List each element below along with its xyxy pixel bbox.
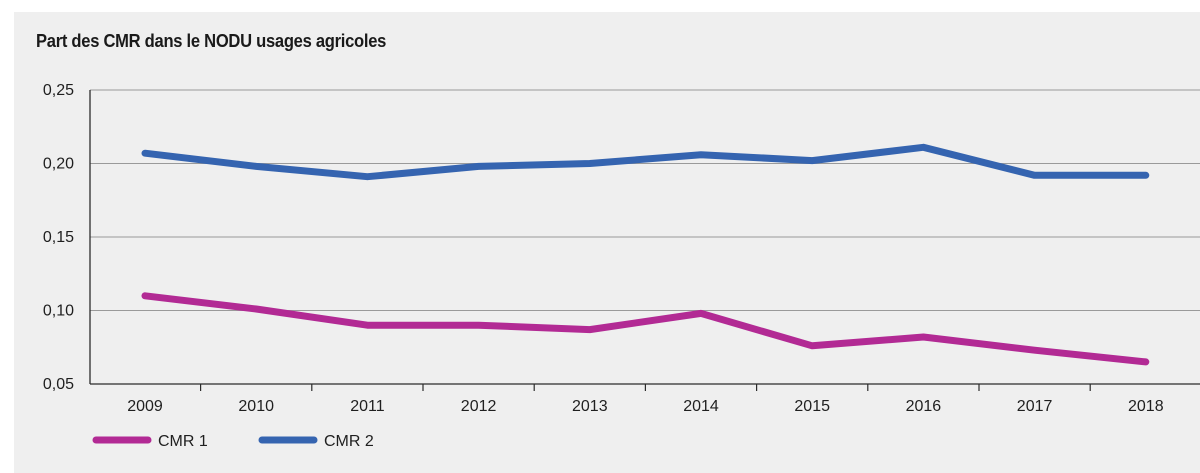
series-line-cmr-2	[141, 143, 1150, 181]
x-tick-labels: 2009 2010 2011 2012 2013 2014 2015 2016 2017 2018	[127, 398, 1163, 415]
x-tick-label: 2015	[794, 398, 830, 415]
chart-title: Part des CMR dans le NODU usages agricol…	[36, 31, 387, 51]
axes	[89, 90, 1200, 391]
y-tick-label: 0,10	[43, 303, 74, 320]
grid-lines	[90, 89, 1200, 311]
x-tick-label: 2016	[906, 398, 942, 415]
y-tick-labels: 0,05 0,10 0,15 0,20 0,25	[43, 82, 74, 393]
x-tick-label: 2009	[127, 398, 163, 415]
y-tick-label: 0,20	[43, 156, 74, 173]
y-tick-label: 0,15	[43, 229, 74, 246]
chart-panel	[14, 12, 1200, 473]
x-tick-label: 2017	[1017, 398, 1053, 415]
legend-label: CMR 1	[158, 433, 208, 450]
y-tick-label: 0,25	[43, 82, 74, 99]
legend: CMR 1 CMR 2	[92, 433, 374, 450]
x-tick-label: 2012	[461, 398, 497, 415]
x-tick-label: 2013	[572, 398, 608, 415]
x-tick-label: 2010	[238, 398, 274, 415]
x-tick-label: 2018	[1128, 398, 1164, 415]
y-tick-label: 0,05	[43, 376, 74, 393]
x-tick-label: 2014	[683, 398, 719, 415]
legend-label: CMR 2	[324, 433, 374, 450]
series-lines	[141, 143, 1150, 366]
series-line-cmr-1	[141, 292, 1150, 366]
x-tick-label: 2011	[350, 398, 385, 415]
